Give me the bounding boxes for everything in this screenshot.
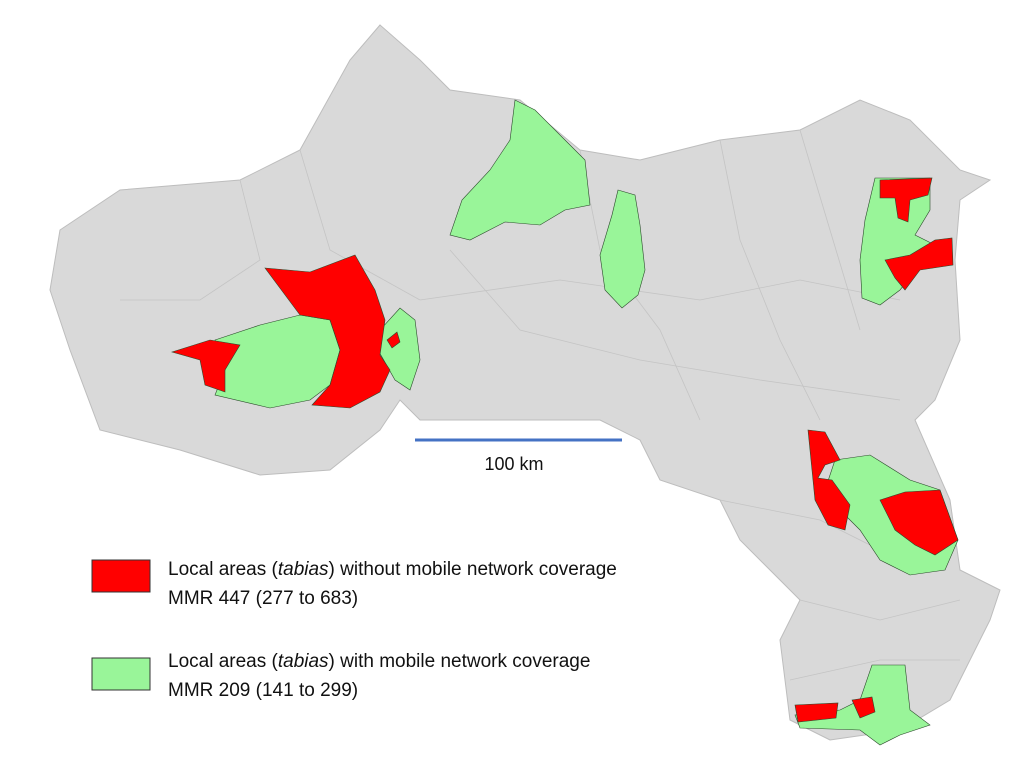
label-part: tabias [278, 651, 329, 672]
uncovered-area [264, 254, 391, 409]
legend-label: Local areas (tabias) with mobile network… [168, 651, 590, 672]
covered-area [449, 99, 591, 241]
legend-detail: MMR 209 (141 to 299) [168, 680, 358, 701]
uncovered-area [170, 339, 241, 393]
uncovered-area [386, 331, 401, 349]
covered-area [859, 177, 936, 306]
label-part: ) without mobile network coverage [329, 559, 617, 580]
scale-bar: 100 km [415, 438, 622, 474]
region-outline [49, 24, 1001, 741]
uncovered-area [884, 237, 954, 291]
coverage-areas [170, 99, 959, 746]
uncovered-area [807, 429, 851, 531]
legend-swatch [91, 559, 151, 593]
covered-area [599, 189, 646, 309]
uncovered-area [851, 696, 876, 719]
label-part: Local areas ( [168, 651, 279, 672]
label-part: Local areas ( [168, 559, 279, 580]
scale-label: 100 km [484, 454, 543, 474]
uncovered-area [879, 489, 959, 556]
legend-swatch [91, 657, 151, 691]
label-part: ) with mobile network coverage [329, 651, 591, 672]
covered-area [377, 307, 421, 391]
legend-detail: MMR 447 (277 to 683) [168, 588, 358, 609]
label-part: tabias [278, 559, 329, 580]
uncovered-area [879, 177, 933, 223]
uncovered-area [794, 702, 839, 723]
legend-label: Local areas (tabias) without mobile netw… [168, 559, 617, 580]
legend: Local areas (tabias) without mobile netw… [91, 559, 617, 701]
